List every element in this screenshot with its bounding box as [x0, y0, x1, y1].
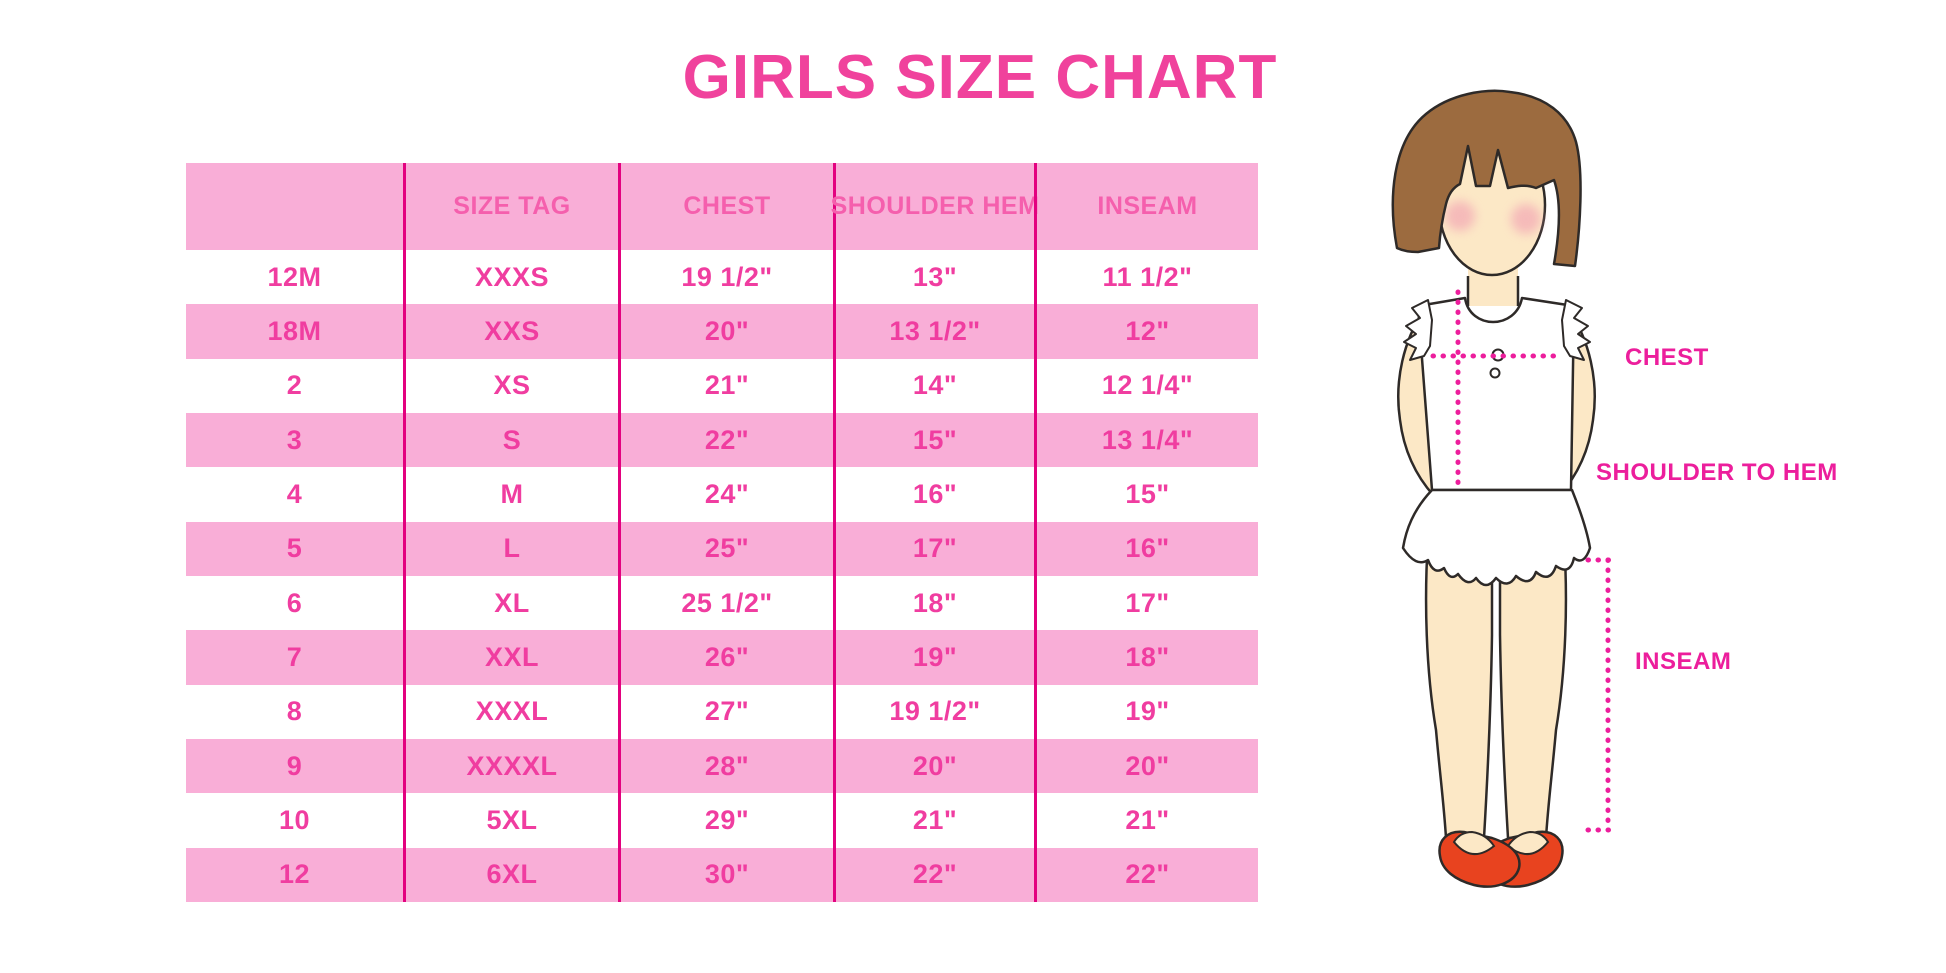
table-row: 8 XXXL 27" 19 1/2" 19"	[186, 684, 1258, 739]
table-cell: 29"	[618, 793, 833, 848]
table-cell: 25 1/2"	[618, 575, 833, 631]
girl-hair	[1391, 89, 1582, 268]
table-cell: 21"	[1034, 793, 1258, 848]
shirt-button-bottom	[1489, 367, 1501, 379]
table-cell: 8	[286, 696, 303, 727]
shoulder-to-hem-measurement-label: SHOULDER TO HEM	[1596, 459, 1838, 486]
header-cell: SHOULDER HEM	[831, 163, 1039, 250]
table-cell: XXXL	[403, 684, 618, 739]
table-cell: 28"	[618, 738, 833, 794]
table-cell: 11 1/2"	[1034, 250, 1258, 305]
girl-shoe-left	[1438, 830, 1521, 888]
table-row: 6 XL 25 1/2" 18" 17"	[186, 575, 1258, 631]
girl-skirt	[1401, 488, 1592, 587]
chest-measurement-label: CHEST	[1625, 344, 1709, 371]
table-cell: XXS	[403, 304, 618, 359]
table-cell: 21"	[618, 358, 833, 413]
girl-ruffle-left	[1403, 299, 1433, 361]
girl-ruffle-right	[1561, 299, 1591, 361]
table-cell: 19"	[1034, 684, 1258, 739]
table-cell: 20"	[618, 304, 833, 359]
header-cell: SIZE TAG	[403, 163, 618, 250]
table-cell: XS	[403, 358, 618, 413]
girl-top	[1416, 296, 1576, 492]
table-cell: 15"	[833, 412, 1034, 468]
header-cell: INSEAM	[1034, 163, 1258, 250]
table-cell: 15"	[1034, 467, 1258, 522]
table-header-row: SIZE TAG CHEST SHOULDER HEM INSEAM	[186, 163, 1258, 250]
table-cell: 6	[286, 587, 303, 618]
page-title: GIRLS SIZE CHART	[682, 43, 1278, 112]
table-cell: 21"	[833, 793, 1034, 848]
table-cell: 22"	[833, 847, 1034, 902]
table-row: 9 XXXXL 28" 20" 20"	[186, 738, 1258, 794]
table-row: 12 6XL 30" 22" 22"	[186, 847, 1258, 902]
table-cell: 17"	[1034, 575, 1258, 631]
table-row: 10 5XL 29" 21" 21"	[186, 793, 1258, 848]
table-row: 7 XXL 26" 19" 18"	[186, 630, 1258, 685]
table-cell: 27"	[618, 684, 833, 739]
table-cell: 19 1/2"	[618, 250, 833, 305]
header-cell	[186, 163, 403, 250]
table-cell: XXL	[403, 630, 618, 685]
table-cell: 13 1/4"	[1034, 412, 1258, 468]
table-cell: 6XL	[403, 847, 618, 902]
table-row: 18M XXS 20" 13 1/2" 12"	[186, 304, 1258, 359]
table-cell: 9	[286, 750, 303, 781]
table-cell: 16"	[1034, 521, 1258, 576]
inseam-measurement-label: INSEAM	[1635, 648, 1732, 675]
measurement-dotted-lines	[1430, 289, 1620, 833]
table-cell: 4	[286, 478, 303, 509]
table-cell: XL	[403, 575, 618, 631]
blush-left	[1445, 201, 1475, 231]
table-cell: 3	[286, 424, 303, 455]
girls-size-table: SIZE TAG CHEST SHOULDER HEM INSEAM 12M XXXS 19…	[186, 163, 1258, 902]
table-cell: 2	[286, 370, 303, 401]
table-cell: 26"	[618, 630, 833, 685]
table-cell: S	[403, 412, 618, 468]
header-cell: CHEST	[618, 163, 833, 250]
table-cell: 12M	[267, 261, 322, 292]
table-cell: 13"	[833, 250, 1034, 305]
table-cell: 22"	[1034, 847, 1258, 902]
table-cell: 17"	[833, 521, 1034, 576]
table-cell: 16"	[833, 467, 1034, 522]
table-cell: 12 1/4"	[1034, 358, 1258, 413]
table-cell: 18M	[267, 315, 322, 346]
table-cell: XXXXL	[403, 738, 618, 794]
table-cell: 19"	[833, 630, 1034, 685]
table-cell: 5	[286, 533, 303, 564]
table-row: 2 XS 21" 14" 12 1/4"	[186, 358, 1258, 413]
table-cell: 12"	[1034, 304, 1258, 359]
table-cell: 20"	[833, 738, 1034, 794]
girl-leg-left	[1424, 538, 1494, 840]
table-cell: 10	[278, 804, 311, 835]
table-cell: M	[403, 467, 618, 522]
table-row: 12M XXXS 19 1/2" 13" 11 1/2"	[186, 250, 1258, 305]
table-cell: 7	[286, 641, 303, 672]
table-cell: L	[403, 521, 618, 576]
table-cell: 12	[278, 859, 311, 890]
table-cell: 5XL	[403, 793, 618, 848]
blush-right	[1511, 204, 1541, 234]
table-row: 4 M 24" 16" 15"	[186, 467, 1258, 522]
table-cell: 22"	[618, 412, 833, 468]
table-cell: 18"	[1034, 630, 1258, 685]
table-cell: 18"	[833, 575, 1034, 631]
table-cell: 30"	[618, 847, 833, 902]
table-cell: 14"	[833, 358, 1034, 413]
table-row: 3 S 22" 15" 13 1/4"	[186, 412, 1258, 468]
girl-figure-illustration	[1391, 89, 1620, 888]
table-cell: 20"	[1034, 738, 1258, 794]
table-row: 5 L 25" 17" 16"	[186, 521, 1258, 576]
table-cell: 24"	[618, 467, 833, 522]
table-cell: 25"	[618, 521, 833, 576]
table-cell: 19 1/2"	[833, 684, 1034, 739]
table-cell: 13 1/2"	[833, 304, 1034, 359]
table-cell: XXXS	[403, 250, 618, 305]
girl-leg-right	[1498, 538, 1568, 840]
